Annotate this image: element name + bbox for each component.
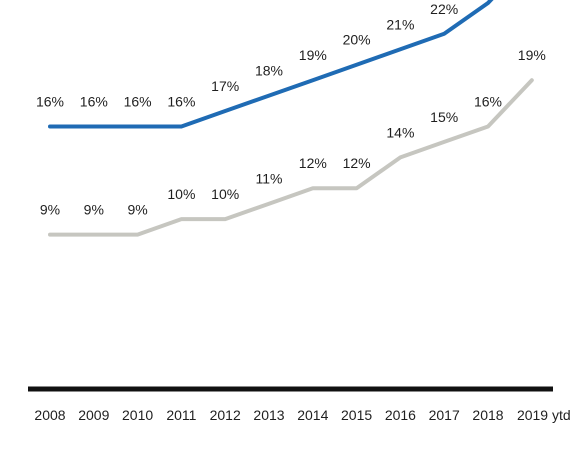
x-tick-label: 2011 <box>166 407 196 423</box>
data-label: 12% <box>343 155 371 171</box>
series-line-1 <box>48 0 494 129</box>
data-label: 19% <box>518 47 546 63</box>
data-label: 17% <box>211 78 239 94</box>
data-label: 16% <box>36 93 64 109</box>
data-label: 10% <box>211 186 239 202</box>
series-lines <box>48 0 534 237</box>
x-tick-label: 2017 <box>429 407 460 423</box>
data-label: 9% <box>40 202 60 218</box>
x-tick-label: 2015 <box>341 407 372 423</box>
data-label: 20% <box>343 32 371 48</box>
data-label: 16% <box>124 93 152 109</box>
data-label: 12% <box>299 155 327 171</box>
data-labels: 16%16%16%16%17%18%19%20%21%22%24%27%9%9%… <box>36 1 546 218</box>
data-label: 15% <box>430 109 458 125</box>
data-label: 9% <box>127 202 147 218</box>
x-tick-label: 2018 <box>472 407 503 423</box>
data-label: 16% <box>474 93 502 109</box>
data-label: 11% <box>256 171 283 187</box>
x-tick-label: 2019 ytd <box>517 407 571 423</box>
x-tick-label: 2013 <box>253 407 284 423</box>
data-label: 19% <box>299 47 327 63</box>
x-tick-label: 2016 <box>385 407 416 423</box>
data-label: 18% <box>255 63 283 79</box>
x-tick-labels: 2008 2009 2010 2011 2012 2013 2014 2015 2016 2017… <box>34 407 570 423</box>
x-tick-label: 2014 <box>297 407 328 423</box>
data-label: 14% <box>386 124 414 140</box>
x-tick-label: 2009 <box>78 407 109 423</box>
data-label: 16% <box>167 93 195 109</box>
series-line-2 <box>48 78 534 237</box>
data-label: 22% <box>430 1 458 17</box>
data-label: 21% <box>386 16 414 32</box>
data-label: 16% <box>80 93 108 109</box>
data-label: 10% <box>167 186 195 202</box>
x-tick-label: 2008 <box>34 407 65 423</box>
data-label: 9% <box>84 202 104 218</box>
x-tick-label: 2012 <box>210 407 241 423</box>
x-tick-label: 2010 <box>122 407 153 423</box>
